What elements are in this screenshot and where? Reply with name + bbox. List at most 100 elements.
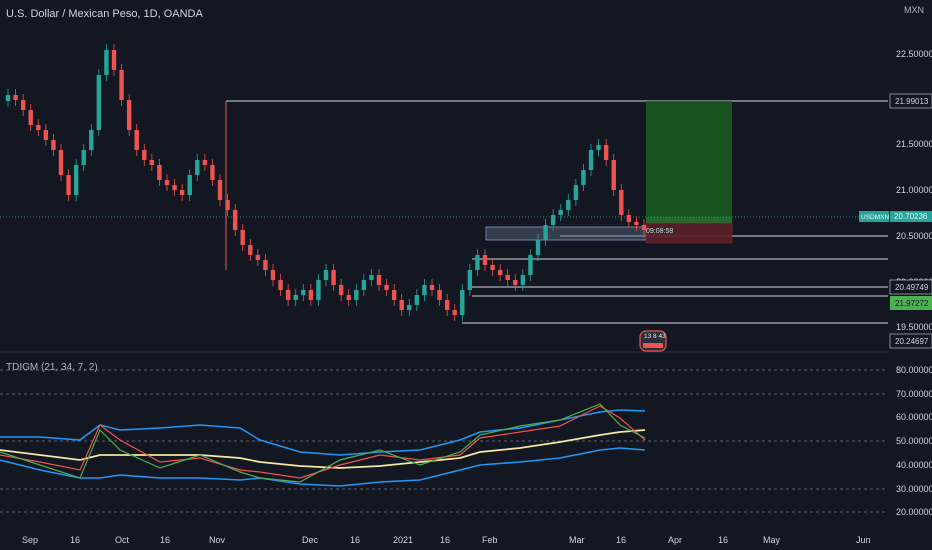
time-tick: 16 <box>350 535 360 545</box>
zone-box[interactable] <box>485 226 647 241</box>
candle-body <box>528 255 533 275</box>
candle-body <box>437 290 442 300</box>
oscillator-title[interactable]: TDIGM (21, 34, 7, 2) <box>6 362 98 373</box>
svg-text:20.24697: 20.24697 <box>895 337 929 346</box>
candle-body <box>225 200 230 210</box>
candle-body <box>596 145 601 150</box>
oscillator-axis[interactable]: 80.00000 70.00000 60.00000 50.00000 40.0… <box>896 365 932 517</box>
candle-body <box>73 165 79 195</box>
time-tick: 16 <box>616 535 626 545</box>
candle-body <box>452 310 457 315</box>
candle-body <box>104 50 109 75</box>
candle-body <box>179 190 185 195</box>
candle-body <box>43 130 49 140</box>
time-tick: Dec <box>302 535 319 545</box>
candle-body <box>217 180 223 200</box>
current-price-tag[interactable]: USDMXN 20.70236 09:08:58 <box>646 211 932 235</box>
candle-body <box>543 225 548 240</box>
candle-body <box>482 255 488 265</box>
candle-body <box>588 150 594 170</box>
candle-body <box>308 290 314 300</box>
candle-body <box>626 215 632 222</box>
osc-tick: 50.00000 <box>896 436 932 446</box>
candle-body <box>611 160 616 190</box>
time-axis[interactable]: Sep 16 Oct 16 Nov Dec 16 2021 16 Feb Mar… <box>22 535 871 545</box>
candle-body <box>28 110 33 125</box>
time-tick: 16 <box>440 535 450 545</box>
candle-body <box>535 240 541 255</box>
osc-levels <box>0 369 888 513</box>
osc-tick: 80.00000 <box>896 365 932 375</box>
price-tick: 20.50000 <box>896 231 932 241</box>
candle-body <box>429 285 435 290</box>
candle-body <box>119 70 124 100</box>
candle-body <box>581 170 586 185</box>
candles <box>5 44 647 321</box>
candle-body <box>550 215 556 225</box>
price-tick: 21.00000 <box>896 185 932 195</box>
candle-body <box>255 255 261 260</box>
event-badge-text: 13 8 43 <box>644 333 666 340</box>
candle-body <box>13 95 18 100</box>
price-tick: 22.50000 <box>896 49 932 59</box>
time-tick: Sep <box>22 535 38 545</box>
candle-body <box>467 270 473 290</box>
drawn-levels[interactable] <box>226 100 888 324</box>
currency-label: MXN <box>904 5 924 15</box>
candle-body <box>164 180 170 185</box>
candle-body <box>89 130 94 150</box>
symbol-title[interactable]: U.S. Dollar / Mexican Peso, 1D, OANDA <box>6 8 203 20</box>
candle-body <box>619 190 624 215</box>
time-tick: 16 <box>160 535 170 545</box>
candle-body <box>634 222 639 225</box>
countdown-text: 09:08:58 <box>646 228 673 235</box>
candle-body <box>384 285 389 290</box>
candle-body <box>240 230 245 245</box>
candle-body <box>475 255 480 270</box>
candle-body <box>391 290 397 300</box>
candle-body <box>293 295 298 300</box>
price-tag[interactable]: 21.99013 <box>889 93 932 109</box>
candle-body <box>316 280 321 300</box>
candle-body <box>149 160 155 165</box>
time-tick: May <box>763 535 781 545</box>
oscillator-lines <box>0 403 646 487</box>
candle-body <box>263 260 268 270</box>
osc-tick: 40.00000 <box>896 460 932 470</box>
time-tick: Oct <box>115 535 130 545</box>
event-badge[interactable]: 13 8 43 <box>639 330 667 352</box>
candle-body <box>195 160 200 175</box>
osc-tick: 60.00000 <box>896 412 932 422</box>
candle-body <box>376 275 382 285</box>
osc-tick: 70.00000 <box>896 389 932 399</box>
candle-body <box>513 280 518 285</box>
svg-text:21.97272: 21.97272 <box>895 299 929 308</box>
candle-body <box>520 275 526 285</box>
candle-body <box>460 290 465 315</box>
osc-tick: 30.00000 <box>896 484 932 494</box>
candle-body <box>354 290 359 300</box>
candle-body <box>369 275 374 280</box>
candle-body <box>422 285 427 295</box>
svg-text:20.70236: 20.70236 <box>894 212 928 221</box>
candle-body <box>81 150 86 165</box>
candle-body <box>444 300 450 310</box>
candle-body <box>566 200 571 210</box>
candle-body <box>142 150 147 160</box>
candle-body <box>407 305 412 310</box>
price-tag[interactable]: 20.24697 <box>889 333 932 349</box>
candle-body <box>331 270 336 285</box>
time-tick: Feb <box>482 535 498 545</box>
candle-body <box>497 270 503 275</box>
candle-body <box>20 100 26 110</box>
candle-body <box>338 285 344 295</box>
profit-zone[interactable] <box>646 101 732 217</box>
time-tick: Jun <box>856 535 871 545</box>
price-tag[interactable]: 20.49749 <box>889 279 932 295</box>
midline <box>0 429 646 469</box>
loss-zone[interactable] <box>645 222 733 244</box>
candle-body <box>490 265 495 270</box>
lower-band-line <box>0 447 646 487</box>
price-tag[interactable]: 21.97272 <box>890 296 932 310</box>
